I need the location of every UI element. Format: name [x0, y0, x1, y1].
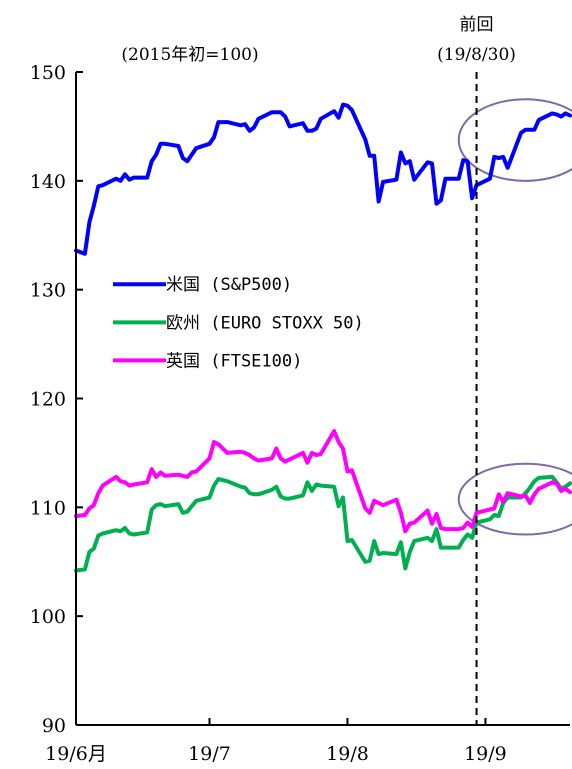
- x-tick-label: 19/8: [326, 743, 369, 765]
- x-tick-label: 19/7: [188, 743, 231, 765]
- x-tick-label: 19/6月: [45, 743, 107, 765]
- y-tick-label: 130: [30, 280, 66, 302]
- y-tick-label: 90: [42, 715, 66, 737]
- marker-label-bottom: (19/8/30): [437, 45, 516, 65]
- series-line-3: [74, 429, 572, 534]
- chart-subtitle: (2015年初=100): [121, 45, 258, 65]
- y-tick-label: 100: [30, 606, 66, 628]
- y-tick-label: 140: [30, 171, 66, 193]
- highlight-ellipse-2: [457, 462, 572, 536]
- y-tick-label: 150: [30, 62, 66, 84]
- series-line-1: [74, 102, 572, 256]
- series-line-2: [74, 474, 572, 573]
- series-lines: [74, 102, 572, 573]
- y-tick-label: 120: [30, 389, 66, 411]
- marker-label-top: 前回: [460, 15, 494, 35]
- legend: 米国 (S&P500) 欧州 (EURO STOXX 50) 英国 (FTSE100…: [113, 275, 364, 371]
- legend-label-3: 英国 (FTSE100): [166, 351, 302, 371]
- axes: 90 100 110 120 130 140 150 19/6月 19/7 19/8 19/9: [30, 62, 570, 765]
- legend-label-2: 欧州 (EURO STOXX 50): [166, 313, 364, 333]
- legend-label-1: 米国 (S&P500): [166, 275, 292, 295]
- x-tick-label: 19/9: [464, 743, 507, 765]
- y-tick-label: 110: [30, 497, 66, 519]
- highlight-ellipse-1: [457, 98, 572, 182]
- highlight-ellipses: [457, 98, 572, 536]
